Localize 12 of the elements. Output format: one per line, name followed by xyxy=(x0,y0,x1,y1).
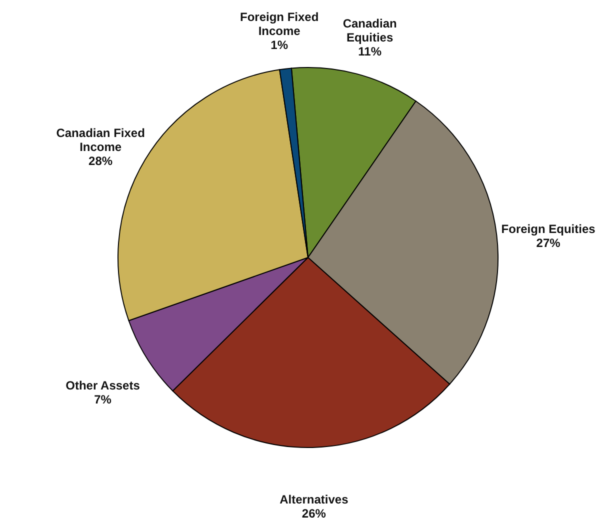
data-label: 28% xyxy=(88,154,113,168)
slice-label: Other Assets xyxy=(66,378,140,393)
data-label: 11% xyxy=(358,44,382,59)
slice-label: Foreign Fixed Income xyxy=(240,10,319,38)
data-label: 26% xyxy=(302,506,326,518)
data-label: 7% xyxy=(94,392,112,407)
slice-label: Canadian Fixed Income xyxy=(56,126,145,154)
data-label: 1% xyxy=(270,38,288,52)
slice-label: Alternatives xyxy=(280,492,349,506)
slice-label: Canadian Equities xyxy=(342,16,397,45)
slice-label: Foreign Equities xyxy=(501,222,596,236)
data-label: 27% xyxy=(536,236,561,250)
